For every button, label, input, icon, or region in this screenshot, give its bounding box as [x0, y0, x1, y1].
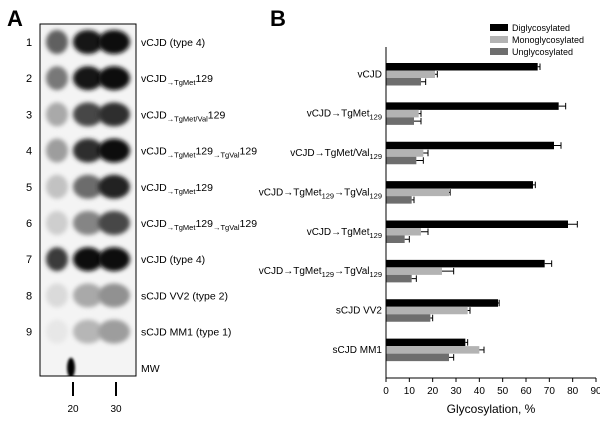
lane-label: vCJD→TgMet/Val129 [141, 109, 225, 123]
blot-band [98, 30, 130, 54]
blot-band [98, 102, 130, 127]
lane-number: 5 [26, 182, 32, 194]
mw-marker-20: 20 [67, 382, 79, 415]
lane-number: 7 [26, 254, 32, 266]
blot-band [46, 66, 68, 91]
mw-marker-30: 30 [110, 382, 122, 415]
blot-band [73, 102, 103, 127]
blot-band [46, 30, 68, 54]
blot-band [73, 30, 103, 54]
mw-band [67, 357, 75, 376]
blot-band [73, 174, 103, 199]
panel-a-letter: A [7, 6, 23, 31]
lane-label: vCJD (type 4) [141, 37, 205, 49]
blot-band [98, 283, 130, 308]
lane-number: 8 [26, 290, 32, 302]
lane-label: vCJD→TgMet129 [141, 182, 213, 196]
blot-band [73, 247, 103, 272]
lane-number: 6 [26, 218, 32, 230]
blot-band [98, 66, 130, 91]
mw-label-20: 20 [67, 404, 79, 415]
blot-band [46, 247, 68, 272]
lane-label: sCJD MM1 (type 1) [141, 327, 231, 339]
lane-number: 2 [26, 73, 32, 85]
lane-label: sCJD VV2 (type 2) [141, 290, 228, 302]
lane-number: 3 [26, 109, 32, 121]
lane-label: vCJD→TgMet129→TgVal129 [141, 146, 257, 160]
blot-band [98, 138, 130, 163]
blot-band [73, 319, 103, 344]
lane-number: 9 [26, 327, 32, 339]
lane-numbers: 1 2 3 4 5 6 7 8 9 [26, 37, 32, 339]
lane-label: vCJD→TgMet129 [141, 73, 213, 87]
lane-labels: vCJD (type 4) vCJD→TgMet129 vCJD→TgMet/Val… [141, 37, 257, 375]
blot-band [73, 283, 103, 308]
blot-band [98, 174, 130, 199]
blot-band [98, 211, 130, 235]
lane-number: 1 [26, 37, 32, 49]
blot-band [46, 319, 68, 344]
blot-band [98, 319, 130, 344]
blot-band [46, 283, 68, 308]
blot-band [73, 211, 103, 235]
blot-band [73, 138, 103, 163]
lane-number: 4 [26, 146, 32, 158]
blot-band [46, 174, 68, 199]
blot-band [46, 211, 68, 235]
lane-label: vCJD→TgMet129→TgVal129 [141, 218, 257, 232]
mw-label-30: 30 [110, 404, 122, 415]
blot-band [46, 138, 68, 163]
blot-bands [46, 30, 130, 376]
lane-label: MW [141, 363, 160, 375]
lane-label: vCJD (type 4) [141, 254, 205, 266]
blot-band [73, 66, 103, 91]
blot-band [46, 102, 68, 127]
blot-band [98, 247, 130, 272]
